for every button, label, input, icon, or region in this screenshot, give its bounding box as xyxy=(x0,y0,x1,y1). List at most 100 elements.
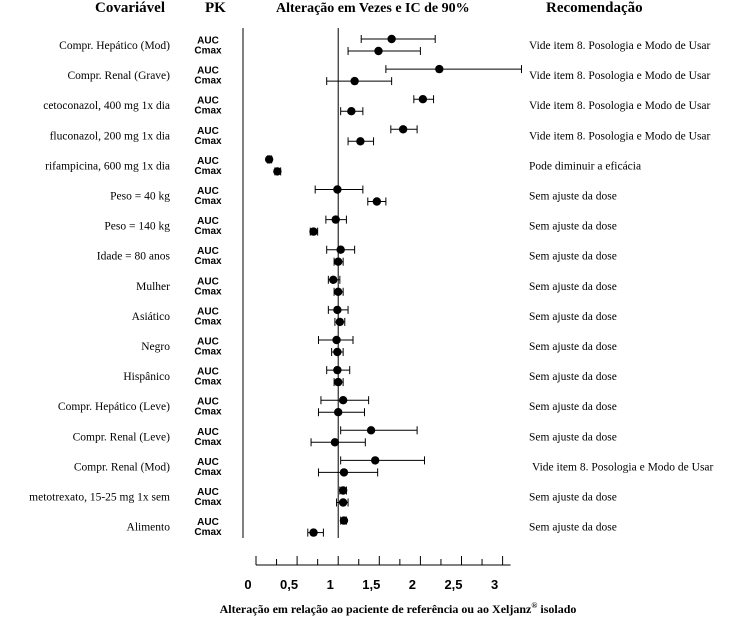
x-tick-label: 0,5 xyxy=(280,577,298,592)
pk-label-cmax: Cmax xyxy=(194,347,222,358)
recommendation-label: Sem ajuste da dose xyxy=(529,401,617,413)
cmax-point-estimate xyxy=(372,197,382,206)
covariate-label: fluconazol, 200 mg 1x dia xyxy=(50,130,170,142)
covariate-label: Idade = 80 anos xyxy=(97,251,171,263)
cmax-point-estimate xyxy=(334,377,343,387)
pk-label-auc: AUC xyxy=(197,457,219,468)
recommendation-label: Vide item 8. Posologia e Modo de Usar xyxy=(529,40,711,52)
header-covariate: Covariável xyxy=(95,0,165,16)
pk-label-auc: AUC xyxy=(197,487,219,498)
pk-label-cmax: Cmax xyxy=(194,256,222,267)
x-tick-label: 0 xyxy=(244,577,251,592)
pk-label-cmax: Cmax xyxy=(194,46,222,57)
pk-label-cmax: Cmax xyxy=(194,467,222,478)
recommendation-label: Vide item 8. Posologia e Modo de Usar xyxy=(529,100,711,112)
auc-point-estimate xyxy=(333,365,342,375)
recommendation-label: Sem ajuste da dose xyxy=(529,191,617,203)
covariate-label: cetoconazol, 400 mg 1x dia xyxy=(43,100,170,112)
pk-label-auc: AUC xyxy=(197,156,219,167)
pk-label-cmax: Cmax xyxy=(194,286,222,297)
recommendation-label: Sem ajuste da dose xyxy=(529,251,617,263)
cmax-point-estimate xyxy=(330,438,340,447)
covariate-label: rifampicina, 600 mg 1x dia xyxy=(45,160,170,172)
pk-label-auc: AUC xyxy=(197,276,219,287)
auc-point-estimate xyxy=(338,486,348,495)
pk-label-auc: AUC xyxy=(197,96,219,107)
pk-label-auc: AUC xyxy=(197,367,219,378)
auc-point-estimate xyxy=(333,305,342,315)
pk-label-auc: AUC xyxy=(197,517,219,528)
recommendation-label: Sem ajuste da dose xyxy=(529,522,617,534)
recommendation-label: Sem ajuste da dose xyxy=(529,221,617,233)
pk-label-auc: AUC xyxy=(197,36,219,47)
recommendation-label: Sem ajuste da dose xyxy=(529,341,617,353)
x-axis-label: Alteração em relação ao paciente de refe… xyxy=(220,601,577,616)
auc-point-estimate xyxy=(264,155,274,164)
cmax-point-estimate xyxy=(350,76,359,86)
covariate-label: Peso = 140 kg xyxy=(104,221,170,233)
pk-label-cmax: Cmax xyxy=(194,497,222,508)
covariate-label: Hispânico xyxy=(123,371,170,383)
recommendation-label: Vide item 8. Posologia e Modo de Usar xyxy=(532,461,714,473)
x-axis: 0 0,5 1 1,5 2 2,5 3 xyxy=(244,556,511,592)
header-effect: Alteração em Vezes e IC de 90% xyxy=(276,1,470,16)
auc-point-estimate xyxy=(329,275,338,284)
covariate-label: Negro xyxy=(141,341,170,353)
cmax-point-estimate xyxy=(339,468,349,477)
header-recommendation: Recomendação xyxy=(546,0,643,16)
pk-label-cmax: Cmax xyxy=(194,196,222,207)
covariate-label: Compr. Hepático (Mod) xyxy=(59,40,170,52)
covariate-label: metotrexato, 15-25 mg 1x sem xyxy=(29,492,170,504)
pk-label-cmax: Cmax xyxy=(194,407,222,418)
x-tick-label: 3 xyxy=(491,577,498,592)
auc-point-estimate xyxy=(331,215,340,224)
pk-label-auc: AUC xyxy=(197,337,219,348)
auc-point-estimate xyxy=(338,396,348,405)
cmax-point-estimate xyxy=(335,317,345,327)
covariate-label: Peso = 40 kg xyxy=(110,191,170,203)
cmax-point-estimate xyxy=(347,107,356,116)
auc-point-estimate xyxy=(366,426,376,435)
auc-point-estimate xyxy=(332,335,341,345)
pk-label-cmax: Cmax xyxy=(194,106,222,117)
auc-point-estimate xyxy=(336,245,345,254)
pk-label-auc: AUC xyxy=(197,66,219,77)
pk-label-cmax: Cmax xyxy=(194,76,222,87)
pk-label-auc: AUC xyxy=(197,126,219,137)
auc-point-estimate xyxy=(418,95,428,104)
covariate-label: Compr. Renal (Mod) xyxy=(74,461,170,473)
auc-point-estimate xyxy=(370,456,380,465)
pk-label-auc: AUC xyxy=(197,186,219,197)
cmax-point-estimate xyxy=(334,408,343,417)
pk-label-auc: AUC xyxy=(197,216,219,227)
covariate-label: Compr. Renal (Grave) xyxy=(67,70,170,82)
x-tick-label: 2,5 xyxy=(444,577,462,592)
auc-point-estimate xyxy=(435,64,444,74)
pk-label-auc: AUC xyxy=(197,397,219,408)
recommendation-label: Sem ajuste da dose xyxy=(529,311,617,323)
cmax-point-estimate xyxy=(334,257,343,266)
recommendation-label: Sem ajuste da dose xyxy=(529,431,617,443)
recommendation-label: Sem ajuste da dose xyxy=(529,371,617,383)
pk-label-cmax: Cmax xyxy=(194,377,222,388)
recommendation-label: Sem ajuste da dose xyxy=(529,492,617,504)
recommendation-label: Vide item 8. Posologia e Modo de Usar xyxy=(529,70,711,82)
header-pk: PK xyxy=(205,0,226,16)
pk-label-auc: AUC xyxy=(197,246,219,257)
pk-label-auc: AUC xyxy=(197,427,219,438)
x-tick-label: 2 xyxy=(409,577,416,592)
pk-label-cmax: Cmax xyxy=(194,136,222,147)
cmax-point-estimate xyxy=(309,528,318,537)
covariate-label: Compr. Renal (Leve) xyxy=(73,431,171,443)
pk-label-cmax: Cmax xyxy=(194,166,222,177)
